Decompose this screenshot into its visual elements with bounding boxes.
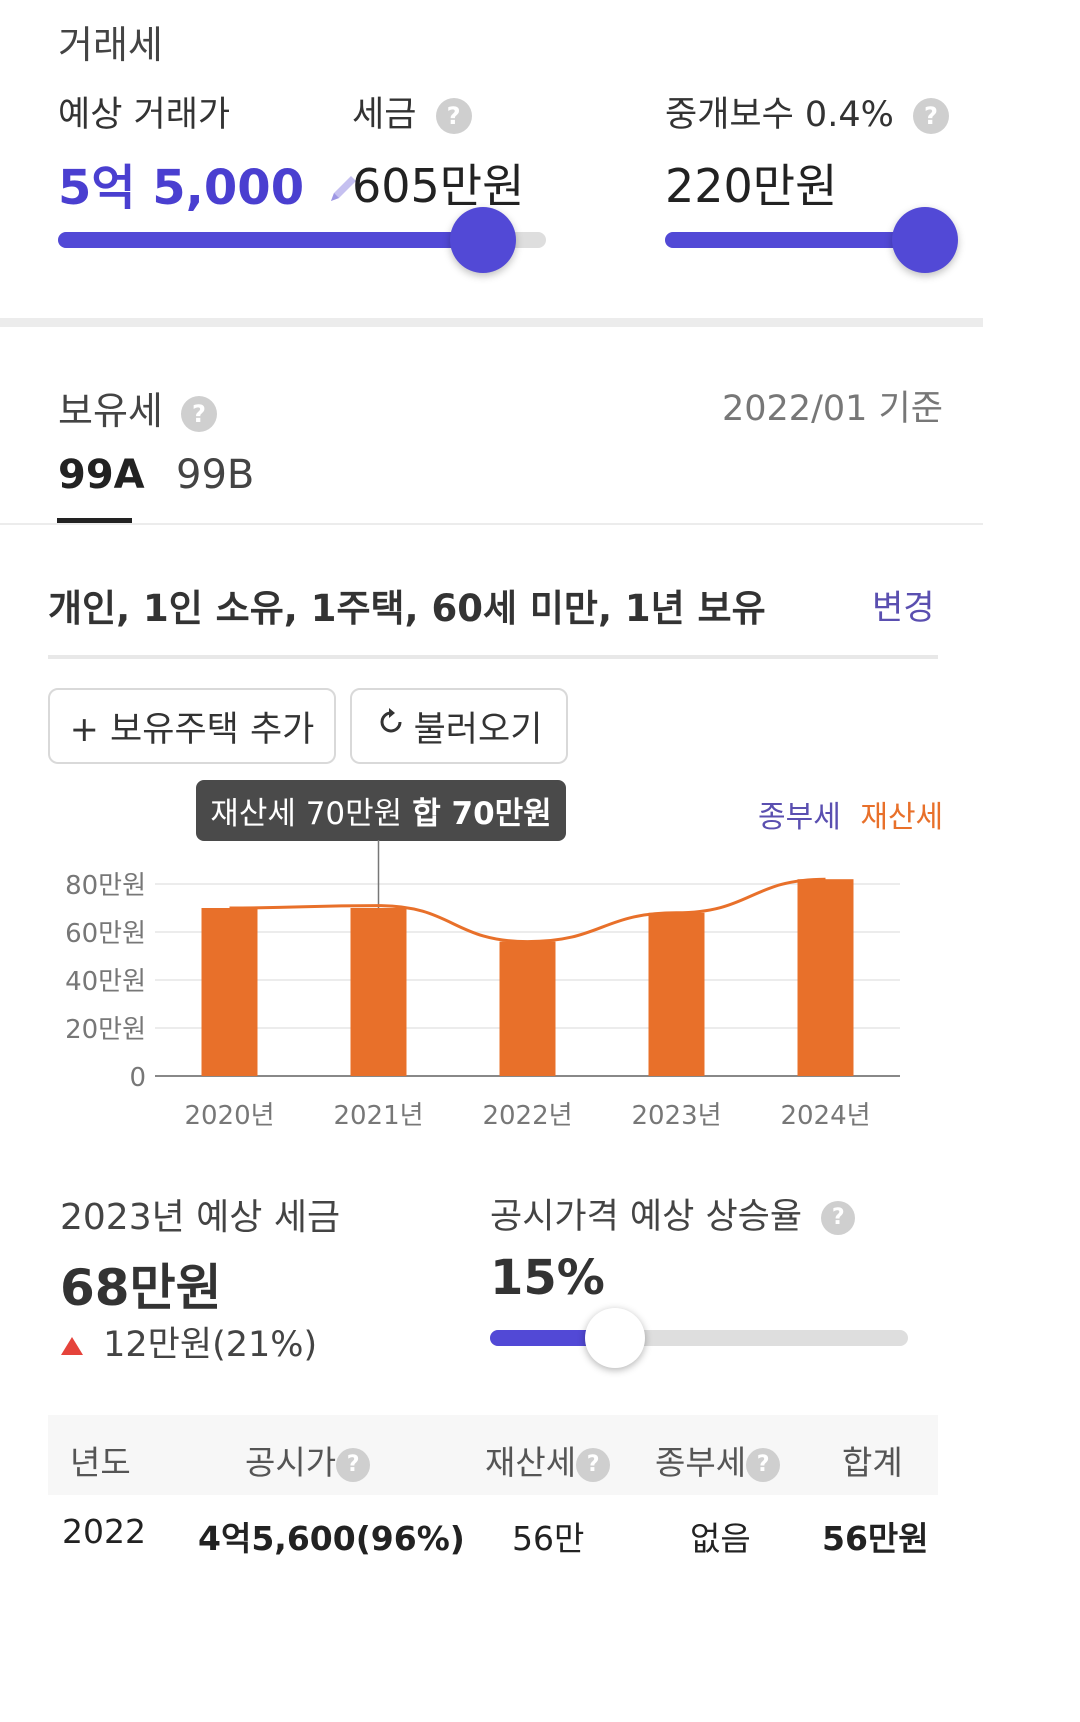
price-label: 예상 거래가: [58, 95, 231, 135]
tax-value: 605만원: [352, 159, 525, 213]
tab-active-underline: [57, 518, 132, 523]
price-value-text: 5억 5,000: [58, 160, 305, 216]
table-cell-total: 56만원: [822, 1519, 929, 1558]
legend-comprehensive-tax[interactable]: 종부세: [758, 800, 841, 835]
y-tick-label: 0: [129, 1063, 146, 1093]
refresh-icon: [376, 706, 406, 746]
y-tick-label: 20만원: [65, 1015, 146, 1045]
x-tick-label: 2020년: [184, 1101, 274, 1131]
tooltip-text: 재산세 70만원: [210, 796, 403, 832]
price-slider-fill: [58, 232, 483, 248]
forecast-title: 2023년 예상 세금: [60, 1197, 341, 1238]
change-link[interactable]: 변경: [872, 588, 935, 628]
price-slider-track[interactable]: [58, 232, 546, 248]
rate-slider-track[interactable]: [490, 1330, 908, 1346]
forecast-change: 12만원(21%): [103, 1325, 318, 1365]
rate-slider-handle[interactable]: [585, 1308, 646, 1368]
help-icon[interactable]: ?: [435, 98, 472, 134]
table-header-assessed-price-wrap: 공시가?: [245, 1436, 371, 1484]
y-tick-label: 60만원: [65, 919, 146, 949]
y-tick-label: 80만원: [65, 871, 146, 901]
chart-tooltip: 재산세 70만원 합 70만원: [196, 780, 566, 841]
legend-property-tax[interactable]: 재산세: [860, 800, 944, 835]
basis-date: 2022/01 기준: [722, 389, 943, 429]
tax-bar-chart: 0 20만원 40만원 60만원 80만원 2020년 2021년 2022년 2023년 202…: [65, 840, 900, 1131]
fee-slider-handle[interactable]: [892, 207, 958, 273]
tax-label-wrap: 세금 ?: [352, 86, 472, 137]
fee-slider-fill: [665, 232, 925, 248]
up-arrow-icon: [60, 1326, 84, 1366]
table-header-comprehensive-tax: 종부세: [655, 1443, 747, 1482]
table-cell-assessed-price: 4억5,600(96%): [198, 1519, 465, 1558]
load-label: 불러오기: [413, 709, 543, 750]
transaction-title: 거래세: [58, 23, 163, 67]
help-icon[interactable]: ?: [336, 1447, 371, 1482]
fee-label: 중개보수 0.4%: [665, 95, 894, 135]
holding-title: 보유세: [58, 389, 163, 433]
tab-99a[interactable]: 99A: [58, 452, 145, 498]
x-tick-label: 2022년: [482, 1101, 572, 1131]
table-cell-property-tax: 56만: [512, 1519, 585, 1558]
bar: [201, 908, 258, 1076]
load-button[interactable]: 불러오기: [350, 688, 568, 764]
conditions-divider: [48, 655, 938, 659]
price-slider-handle[interactable]: [449, 207, 516, 273]
add-house-label: + 보유주택 추가: [69, 709, 315, 750]
bar: [350, 908, 407, 1076]
table-header-comprehensive-tax-wrap: 종부세?: [655, 1436, 781, 1484]
bar: [648, 912, 705, 1076]
chart-legend: 종부세 재산세: [758, 792, 943, 836]
bar: [797, 879, 854, 1076]
help-icon[interactable]: ?: [821, 1201, 856, 1235]
help-icon[interactable]: ?: [576, 1447, 611, 1482]
tax-label: 세금: [352, 95, 417, 135]
table-header-year: 년도: [70, 1443, 131, 1482]
help-icon[interactable]: ?: [913, 98, 949, 134]
bar: [499, 941, 556, 1076]
fee-slider-track[interactable]: [665, 232, 925, 248]
help-icon[interactable]: ?: [746, 1447, 781, 1482]
holding-title-wrap: 보유세 ?: [58, 380, 217, 435]
price-value[interactable]: 5억 5,000: [58, 148, 361, 219]
x-tick-label: 2021년: [333, 1101, 423, 1131]
rate-value: 15%: [490, 1250, 605, 1306]
help-icon[interactable]: ?: [180, 395, 217, 432]
add-house-button[interactable]: + 보유주택 추가: [48, 688, 336, 764]
rate-label: 공시가격 예상 상승율: [490, 1197, 803, 1237]
tabs-divider: [0, 523, 983, 525]
pencil-icon[interactable]: [325, 163, 361, 219]
rate-slider-fill: [490, 1330, 616, 1346]
table-header-total: 합계: [842, 1443, 903, 1482]
y-tick-label: 40만원: [65, 967, 146, 997]
forecast-value: 68만원: [60, 1259, 222, 1317]
table-header-row: [48, 1415, 938, 1495]
forecast-change-wrap: 12만원(21%): [60, 1316, 317, 1367]
tooltip-total: 합 70만원: [412, 796, 552, 832]
table-header-property-tax-wrap: 재산세?: [485, 1436, 611, 1484]
x-tick-label: 2024년: [780, 1101, 870, 1131]
x-tick-label: 2023년: [631, 1101, 721, 1131]
tab-99b[interactable]: 99B: [176, 452, 255, 498]
table-cell-comprehensive-tax: 없음: [690, 1519, 751, 1558]
table-header-assessed-price: 공시가: [245, 1443, 337, 1482]
series-line: [229, 877, 826, 944]
section-divider: [0, 318, 983, 327]
conditions-text: 개인, 1인 소유, 1주택, 60세 미만, 1년 보유: [48, 587, 766, 630]
table-cell-year: 2022: [62, 1512, 146, 1551]
fee-label-wrap: 중개보수 0.4% ?: [665, 86, 949, 137]
fee-value: 220만원: [665, 159, 838, 213]
table-header-property-tax: 재산세: [485, 1443, 577, 1482]
rate-label-wrap: 공시가격 예상 상승율 ?: [490, 1188, 856, 1239]
